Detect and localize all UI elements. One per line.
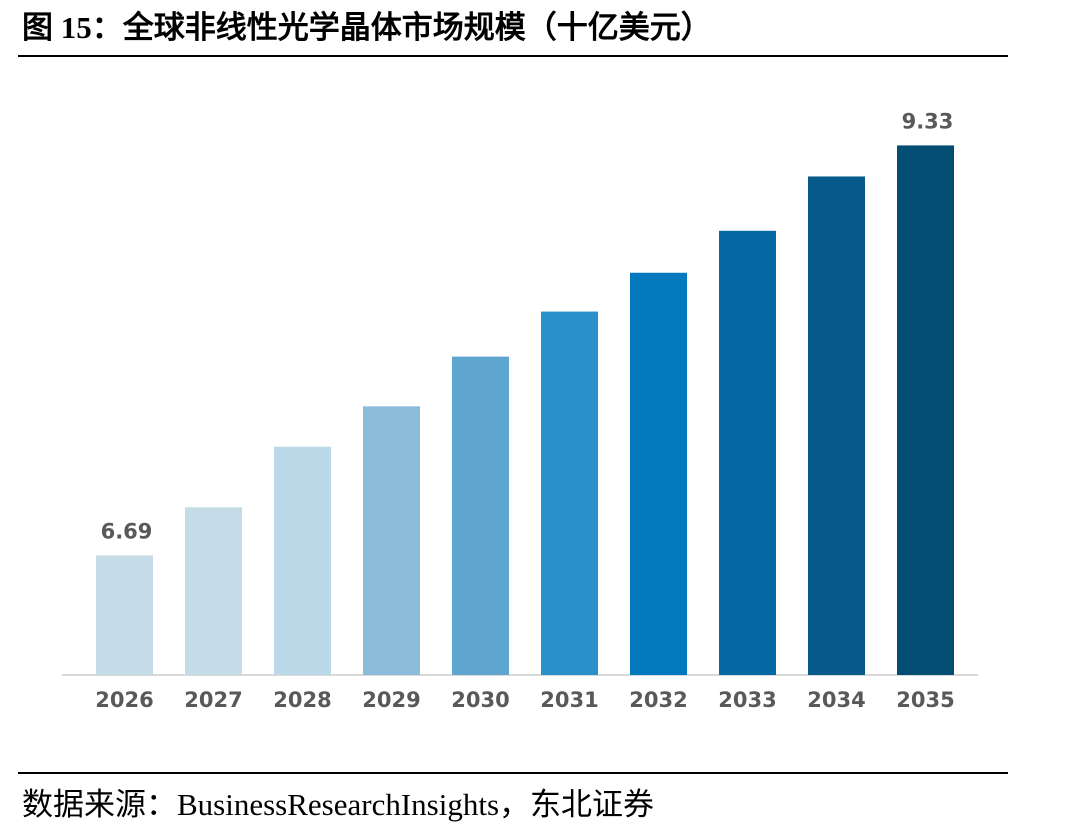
bar [541, 311, 598, 675]
data-label: 9.33 [902, 109, 954, 133]
data-label: 6.69 [101, 519, 153, 543]
source: 数据来源：BusinessResearchInsights，东北证券 [22, 787, 654, 822]
x-tick-label: 2032 [629, 688, 687, 712]
x-tick-label: 2030 [451, 688, 509, 712]
x-tick-label: 2026 [95, 688, 153, 712]
bar [96, 555, 153, 675]
x-tick-label: 2028 [273, 688, 331, 712]
x-tick-label: 2035 [896, 688, 954, 712]
bar [897, 145, 954, 676]
bar [719, 230, 776, 675]
bar [274, 446, 331, 675]
bar [185, 507, 242, 675]
bar [452, 356, 509, 675]
bar [630, 272, 687, 675]
x-tick-label: 2027 [184, 688, 242, 712]
bar [363, 406, 420, 675]
x-tick-label: 2029 [362, 688, 420, 712]
chart-title: 图 15：全球非线性光学晶体市场规模（十亿美元） [22, 10, 712, 45]
x-tick-label: 2034 [807, 688, 865, 712]
x-tick-label: 2031 [540, 688, 598, 712]
x-tick-label: 2033 [718, 688, 776, 712]
bar [808, 176, 865, 675]
